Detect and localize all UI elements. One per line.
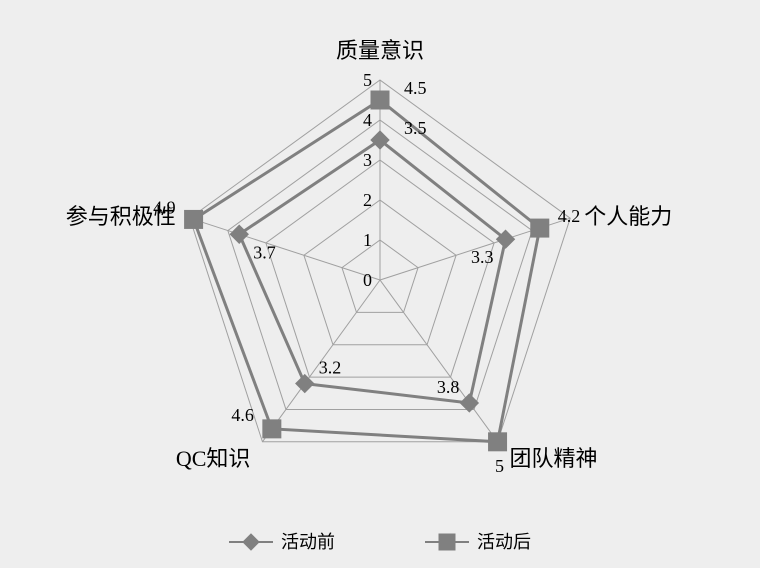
value-label: 3.7 xyxy=(253,242,276,262)
axis-label: 个人能力 xyxy=(584,204,672,229)
scale-label: 3 xyxy=(363,150,372,170)
axis-label: QC知识 xyxy=(176,446,251,471)
value-label: 4.6 xyxy=(231,405,254,425)
legend-label: 活动前 xyxy=(281,532,335,552)
radar-chart-svg: 012345质量意识个人能力团队精神QC知识参与积极性3.53.33.83.23… xyxy=(0,0,760,568)
radar-chart-container: 012345质量意识个人能力团队精神QC知识参与积极性3.53.33.83.23… xyxy=(0,0,760,568)
scale-label: 5 xyxy=(363,70,372,90)
scale-label: 0 xyxy=(363,270,372,290)
value-label: 3.5 xyxy=(404,118,427,138)
axis-label: 团队精神 xyxy=(510,446,598,471)
value-label: 4.2 xyxy=(558,206,581,226)
axis-label: 质量意识 xyxy=(336,38,424,63)
scale-label: 1 xyxy=(363,230,372,250)
value-label: 4.5 xyxy=(404,78,427,98)
legend-label: 活动后 xyxy=(477,532,531,552)
scale-label: 4 xyxy=(363,110,372,130)
scale-label: 2 xyxy=(363,190,372,210)
value-label: 3.2 xyxy=(319,358,342,378)
value-label: 3.3 xyxy=(471,247,494,267)
value-label: 5 xyxy=(495,456,504,476)
value-label: 3.8 xyxy=(437,377,460,397)
value-label: 4.9 xyxy=(153,197,176,217)
